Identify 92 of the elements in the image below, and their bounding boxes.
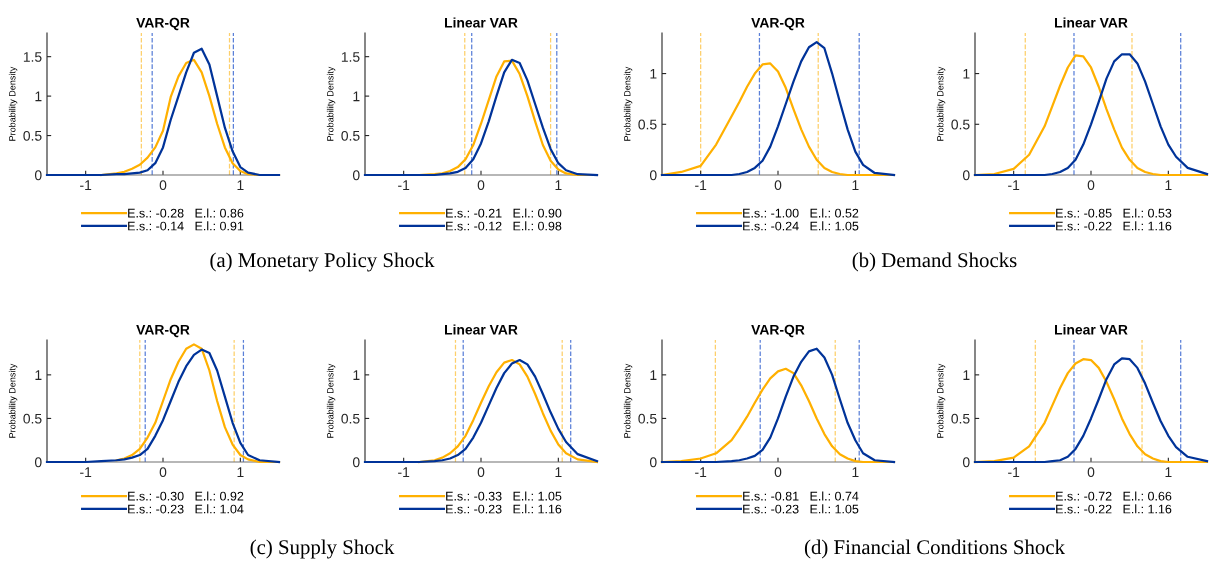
y-tick-label: 1 xyxy=(35,91,42,102)
chart-title: Linear VAR xyxy=(445,324,518,335)
y-tick-label: 0.5 xyxy=(341,130,360,141)
y-tick-label: 0 xyxy=(352,170,360,181)
y-tick-label: 1.5 xyxy=(341,52,360,62)
legend-label: E.s.: -0.22 E.l.: 1.16 xyxy=(1056,221,1172,231)
x-tick-label: 0 xyxy=(477,467,485,478)
legend-label: E.s.: -0.81 E.l.: 0.74 xyxy=(743,491,859,501)
y-tick-label: 1 xyxy=(963,370,970,380)
line-series xyxy=(660,347,896,464)
x-tick-label: -1 xyxy=(695,467,707,477)
y-tick-label: 0.5 xyxy=(951,119,970,130)
y-tick-label: 1 xyxy=(650,69,657,79)
legend-label: E.s.: -0.22 E.l.: 1.16 xyxy=(1056,504,1172,514)
y-tick-label: 0 xyxy=(962,170,970,181)
x-tick-label: 1 xyxy=(237,180,244,190)
chart-title: Linear VAR xyxy=(445,17,518,28)
y-tick-label: 0.5 xyxy=(23,130,42,141)
text: (d) Financial Conditions Shock xyxy=(804,539,1065,559)
x-tick-label: 0 xyxy=(159,180,167,191)
line-series xyxy=(660,41,896,177)
x-tick-label: -1 xyxy=(80,180,92,190)
x-tick-label: 0 xyxy=(1087,180,1095,191)
y-tick-label: 0.5 xyxy=(638,119,657,130)
x-tick-label: -1 xyxy=(398,180,410,190)
y-axis-title: Probability Density xyxy=(326,66,336,141)
chart-title: VAR-QR xyxy=(751,17,805,31)
x-tick-label: -1 xyxy=(80,467,92,477)
y-tick-label: 0.5 xyxy=(951,413,970,424)
line-series xyxy=(45,348,281,464)
y-tick-label: 0.5 xyxy=(23,413,42,424)
legend-label: E.s.: -0.23 E.l.: 1.05 xyxy=(743,504,859,514)
y-tick-label: 0 xyxy=(962,457,970,468)
text: (b) Demand Shocks xyxy=(852,252,1017,272)
x-tick-label: -1 xyxy=(1008,180,1020,190)
y-axis-title: Probability Density xyxy=(936,66,946,141)
y-axis-title: Probability Density xyxy=(623,363,633,438)
y-tick-label: 1 xyxy=(353,91,360,102)
x-tick-label: 0 xyxy=(774,467,782,478)
y-axis-title: Probability Density xyxy=(326,363,336,438)
x-tick-label: 1 xyxy=(1165,180,1172,190)
x-tick-label: -1 xyxy=(695,180,707,190)
legend-label: E.s.: -0.85 E.l.: 0.53 xyxy=(1056,208,1172,218)
chart-title: VAR-QR xyxy=(136,324,190,338)
x-tick-label: 1 xyxy=(852,180,859,190)
y-tick-label: 1 xyxy=(650,370,657,380)
x-tick-label: 1 xyxy=(555,180,562,190)
legend-label: E.s.: -1.00 E.l.: 0.52 xyxy=(743,208,859,218)
x-tick-label: 0 xyxy=(1087,467,1095,478)
legend-label: E.s.: -0.23 E.l.: 1.16 xyxy=(446,504,562,514)
y-tick-label: 0 xyxy=(352,457,360,468)
x-tick-label: 0 xyxy=(774,180,782,191)
legend-label: E.s.: -0.24 E.l.: 1.05 xyxy=(743,221,859,231)
text: (c) Supply Shock xyxy=(250,539,395,559)
y-tick-label: 0.5 xyxy=(638,413,657,424)
y-tick-label: 0 xyxy=(34,170,42,181)
y-tick-label: 0 xyxy=(649,170,657,181)
y-axis-title: Probability Density xyxy=(8,66,18,141)
x-tick-label: -1 xyxy=(398,467,410,477)
chart-title: VAR-QR xyxy=(136,17,190,31)
x-tick-label: -1 xyxy=(1008,467,1020,477)
y-tick-label: 1 xyxy=(963,69,970,79)
chart-title: Linear VAR xyxy=(1055,17,1128,28)
legend-label: E.s.: -0.28 E.l.: 0.86 xyxy=(128,208,244,218)
x-tick-label: 1 xyxy=(852,467,859,477)
y-tick-label: 0 xyxy=(649,457,657,468)
text: (a) Monetary Policy Shock xyxy=(210,252,435,272)
legend-label: E.s.: -0.12 E.l.: 0.98 xyxy=(446,221,562,231)
y-tick-label: 1 xyxy=(35,370,42,380)
y-axis-title: Probability Density xyxy=(936,363,946,438)
legend-label: E.s.: -0.23 E.l.: 1.04 xyxy=(128,504,244,514)
line-series xyxy=(363,58,599,177)
line-series xyxy=(363,358,599,464)
x-tick-label: 0 xyxy=(477,180,485,191)
legend-label: E.s.: -0.21 E.l.: 0.90 xyxy=(446,208,562,218)
y-tick-label: 0 xyxy=(34,457,42,468)
chart-title: VAR-QR xyxy=(751,324,805,338)
y-axis-title: Probability Density xyxy=(8,363,18,438)
y-tick-label: 1.5 xyxy=(23,52,42,62)
x-tick-label: 1 xyxy=(555,467,562,477)
x-tick-label: 1 xyxy=(237,467,244,477)
x-tick-label: 0 xyxy=(159,467,167,478)
y-axis-title: Probability Density xyxy=(623,66,633,141)
legend-label: E.s.: -0.14 E.l.: 0.91 xyxy=(128,221,244,231)
legend-label: E.s.: -0.33 E.l.: 1.05 xyxy=(446,491,562,501)
legend-label: E.s.: -0.30 E.l.: 0.92 xyxy=(128,491,244,501)
y-tick-label: 1 xyxy=(353,370,360,380)
legend-label: E.s.: -0.72 E.l.: 0.66 xyxy=(1056,491,1172,501)
y-tick-label: 0.5 xyxy=(341,413,360,424)
chart-title: Linear VAR xyxy=(1055,324,1128,335)
line-series xyxy=(45,47,281,177)
x-tick-label: 1 xyxy=(1165,467,1172,477)
